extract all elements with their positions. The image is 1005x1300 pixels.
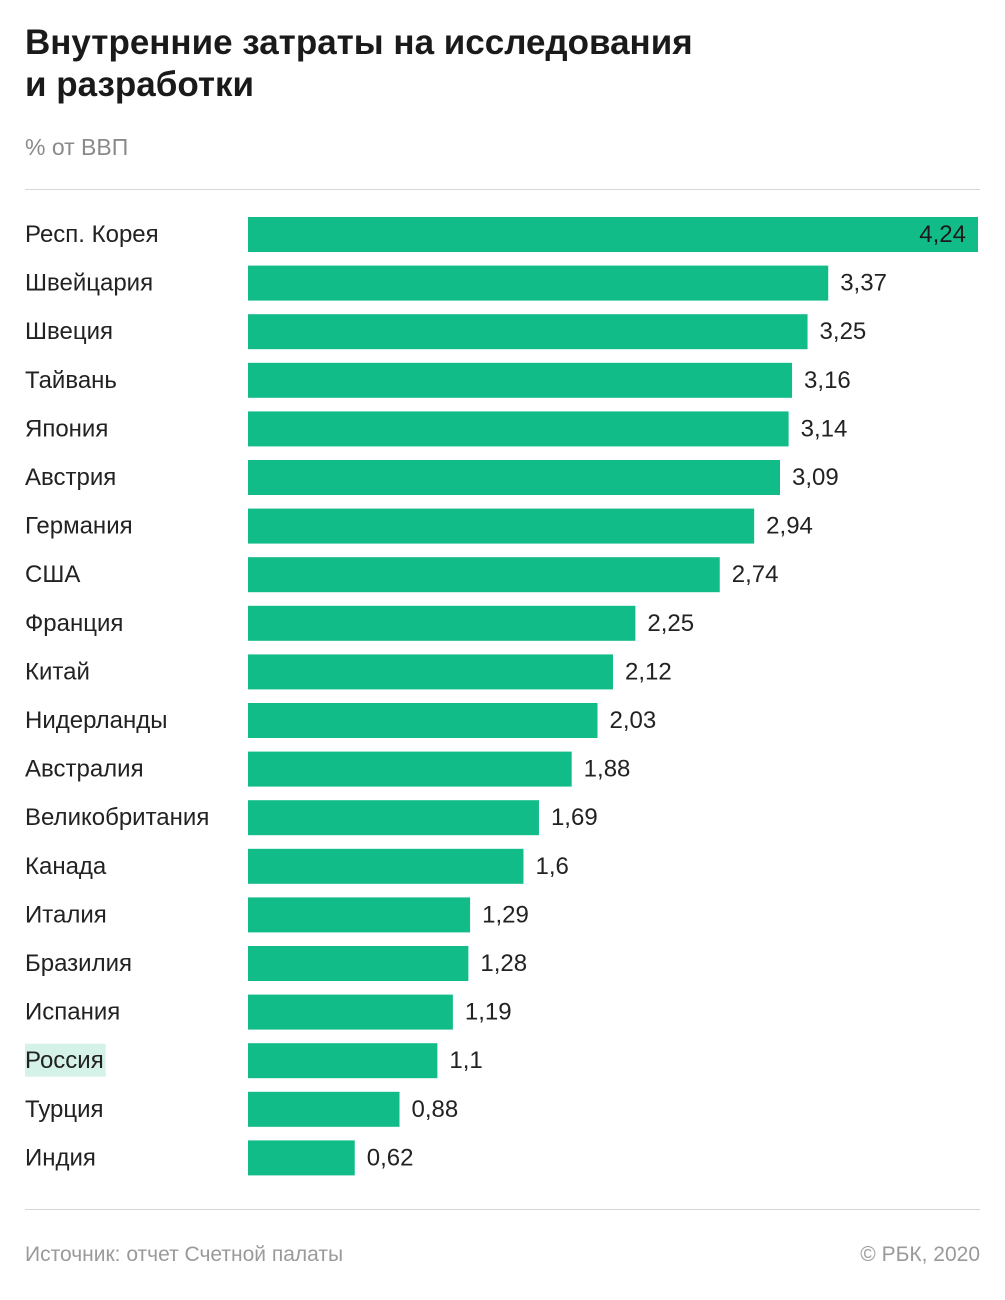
category-label-11: Нидерланды bbox=[25, 707, 167, 734]
top-divider bbox=[25, 189, 980, 190]
category-label-3: Швеция bbox=[25, 318, 113, 345]
category-label-20: Индия bbox=[25, 1144, 96, 1171]
category-label-9: Франция bbox=[25, 610, 123, 637]
bar-18 bbox=[248, 1043, 438, 1079]
bar-6 bbox=[248, 460, 781, 495]
bar-12 bbox=[248, 751, 572, 787]
category-label-19: Турция bbox=[25, 1096, 104, 1123]
category-label-16: Бразилия bbox=[25, 950, 132, 977]
value-label-2: 3,37 bbox=[840, 270, 887, 297]
value-label-16: 1,28 bbox=[480, 950, 527, 977]
category-label-5: Япония bbox=[25, 415, 108, 442]
value-label-7: 2,94 bbox=[766, 513, 813, 540]
value-label-4: 3,16 bbox=[804, 367, 851, 394]
bar-3 bbox=[248, 314, 808, 350]
chart-title: Внутренние затраты на исследования и раз… bbox=[25, 23, 693, 104]
value-label-8: 2,74 bbox=[732, 561, 779, 588]
bar-15 bbox=[248, 897, 471, 933]
value-label-10: 2,12 bbox=[625, 658, 672, 685]
category-label-17: Испания bbox=[25, 999, 120, 1026]
bar-16 bbox=[248, 946, 469, 981]
category-label-7: Германия bbox=[25, 513, 133, 540]
bottom-divider bbox=[25, 1209, 980, 1210]
value-label-20: 0,62 bbox=[367, 1144, 414, 1171]
category-label-15: Италия bbox=[25, 901, 107, 928]
value-label-5: 3,14 bbox=[801, 415, 848, 442]
bar-19 bbox=[248, 1091, 400, 1127]
bar-9 bbox=[248, 605, 636, 641]
bar-8 bbox=[248, 557, 720, 593]
category-label-10: Китай bbox=[25, 658, 90, 685]
bar-13 bbox=[248, 800, 539, 836]
value-label-1: 4,24 bbox=[919, 221, 966, 248]
value-label-9: 2,25 bbox=[647, 610, 694, 637]
bar-20 bbox=[248, 1140, 355, 1176]
bar-7 bbox=[248, 508, 755, 544]
category-label-13: Великобритания bbox=[25, 804, 209, 831]
source-note: Источник: отчет Счетной палаты bbox=[25, 1243, 344, 1266]
bar-2 bbox=[248, 265, 829, 301]
value-label-11: 2,03 bbox=[610, 707, 657, 734]
category-label-4: Тайвань bbox=[25, 367, 117, 394]
category-label-12: Австралия bbox=[25, 756, 144, 783]
category-label-6: Австрия bbox=[25, 464, 116, 491]
bar-1 bbox=[248, 217, 978, 252]
bar-11 bbox=[248, 703, 598, 738]
value-label-13: 1,69 bbox=[551, 804, 598, 831]
category-label-1: Респ. Корея bbox=[25, 221, 159, 248]
value-label-14: 1,6 bbox=[535, 853, 568, 880]
bar-10 bbox=[248, 654, 613, 690]
value-label-19: 0,88 bbox=[412, 1096, 459, 1123]
bar-4 bbox=[248, 362, 793, 398]
category-label-14: Канада bbox=[25, 853, 107, 880]
value-label-17: 1,19 bbox=[465, 999, 512, 1026]
category-label-2: Швейцария bbox=[25, 270, 153, 297]
value-label-12: 1,88 bbox=[584, 756, 631, 783]
bar-14 bbox=[248, 848, 524, 884]
copyright-note: © РБК, 2020 bbox=[860, 1243, 980, 1266]
bar-5 bbox=[248, 411, 789, 447]
value-label-3: 3,25 bbox=[820, 318, 867, 345]
value-label-15: 1,29 bbox=[482, 901, 529, 928]
highlight-18 bbox=[25, 1043, 106, 1077]
category-label-8: США bbox=[25, 561, 80, 588]
value-label-6: 3,09 bbox=[792, 464, 839, 491]
category-label-18: Россия bbox=[25, 1047, 104, 1074]
value-label-18: 1,1 bbox=[449, 1047, 482, 1074]
chart-subtitle: % от ВВП bbox=[25, 134, 129, 160]
bar-17 bbox=[248, 994, 453, 1030]
